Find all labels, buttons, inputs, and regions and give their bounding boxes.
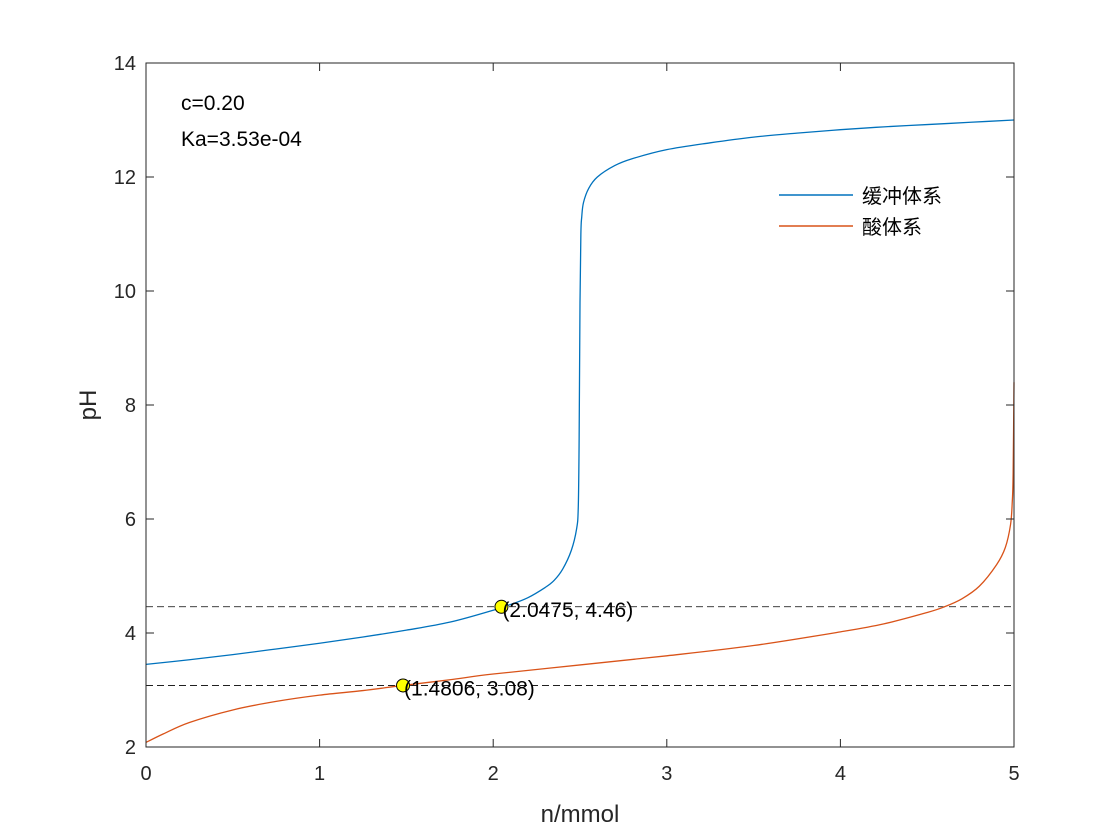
y-tick-label-5: 12 — [114, 167, 136, 189]
annotation-ka: Ka=3.53e-04 — [181, 128, 302, 151]
marked-point-0 — [494, 599, 509, 614]
axis-ticks — [145, 62, 1015, 748]
legend-label-acid: 酸体系 — [862, 215, 922, 239]
y-tick-label-4: 10 — [114, 281, 136, 303]
y-axis-title: pH — [75, 390, 102, 421]
reference-lines — [146, 606, 1014, 686]
plot-background — [146, 63, 1014, 747]
marked-point-label-1: (1.4806, 3.08) — [404, 677, 535, 700]
marked-point-label-0: (2.0475, 4.46) — [502, 599, 633, 622]
y-tick-label-3: 8 — [125, 395, 136, 417]
y-tick-label-1: 4 — [125, 623, 136, 645]
x-tick-label-2: 2 — [488, 763, 499, 785]
x-tick-label-5: 5 — [1008, 763, 1019, 785]
x-tick-label-0: 0 — [140, 763, 151, 785]
series-line-0 — [145, 119, 1015, 665]
marked-points: (2.0475, 4.46) (1.4806, 3.08) — [396, 599, 633, 700]
series-lines — [145, 119, 1015, 744]
annotation-concentration: c=0.20 — [181, 92, 245, 115]
y-tick-label-6: 14 — [114, 53, 136, 75]
x-tick-label-4: 4 — [835, 763, 846, 785]
y-tick-label-0: 2 — [125, 737, 136, 759]
series-line-1 — [145, 382, 1015, 744]
marked-point-1 — [396, 678, 411, 693]
y-tick-label-2: 6 — [125, 509, 136, 531]
legend-label-buffer: 缓冲体系 — [862, 184, 942, 208]
x-axis-title: n/mmol — [541, 801, 620, 828]
x-tick-label-1: 1 — [314, 763, 325, 785]
x-tick-label-3: 3 — [661, 763, 672, 785]
legend: 缓冲体系 酸体系 — [779, 184, 942, 239]
